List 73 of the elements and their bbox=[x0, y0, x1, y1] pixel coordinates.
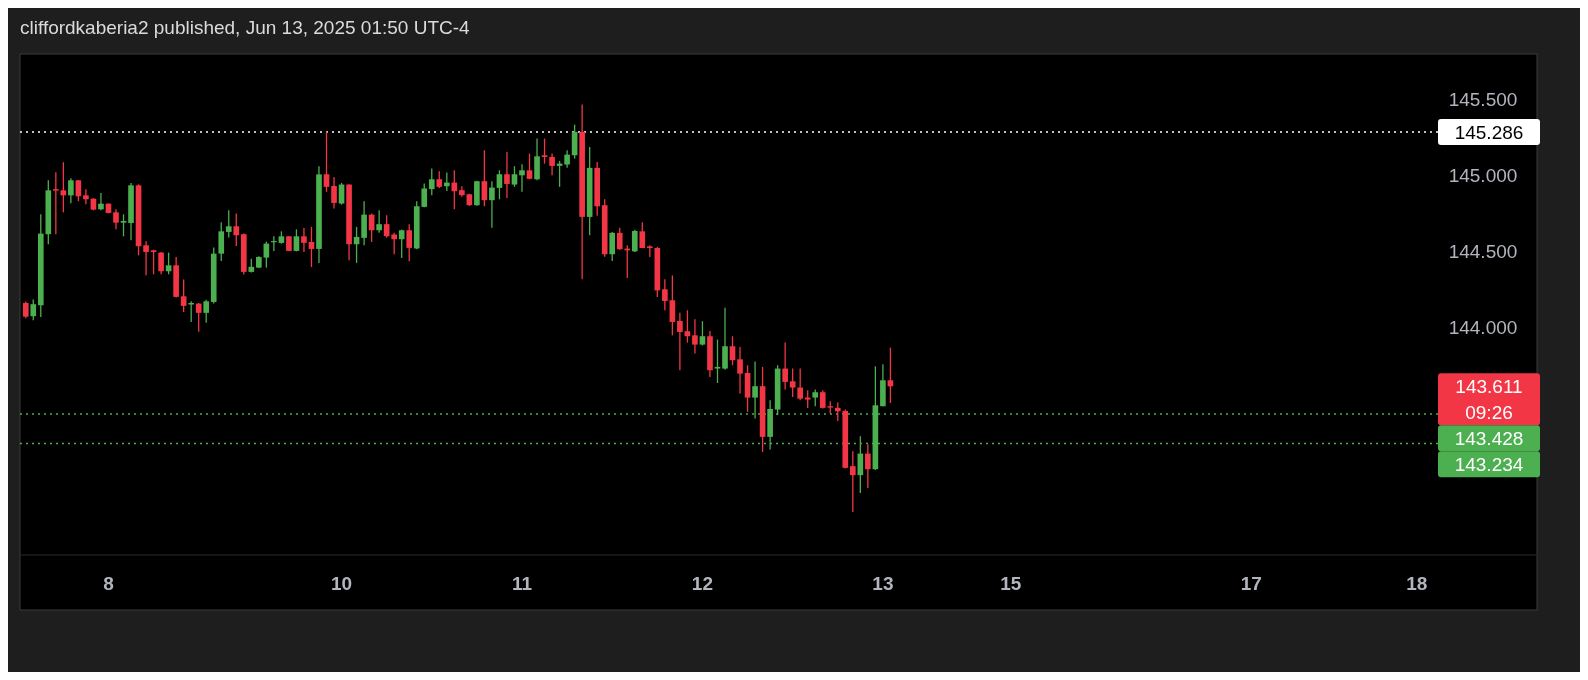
candlestick bbox=[150, 249, 157, 275]
candlestick bbox=[30, 298, 37, 321]
candlestick bbox=[496, 169, 503, 200]
candlestick bbox=[782, 341, 788, 391]
y-tick-label: 144.500 bbox=[1448, 241, 1518, 263]
candlestick bbox=[98, 192, 104, 212]
candlestick bbox=[699, 320, 706, 347]
candlestick bbox=[53, 171, 59, 235]
x-tick-label: 12 bbox=[691, 573, 714, 594]
candlestick bbox=[323, 130, 330, 193]
candlestick bbox=[398, 228, 405, 259]
candlestick bbox=[526, 152, 533, 180]
x-tick-label: 17 bbox=[1240, 573, 1262, 594]
y-tick-label: 145.000 bbox=[1448, 165, 1518, 187]
candlestick bbox=[834, 401, 841, 422]
candlestick bbox=[519, 163, 525, 193]
ref-line-label: 143.234 bbox=[1454, 453, 1524, 475]
candlestick bbox=[188, 300, 194, 323]
candlestick bbox=[714, 338, 721, 384]
candlestick bbox=[737, 346, 743, 395]
candlestick bbox=[677, 312, 683, 371]
candlestick bbox=[233, 212, 240, 247]
x-tick-label: 18 bbox=[1406, 573, 1428, 594]
candlestick bbox=[534, 137, 540, 181]
candlestick bbox=[120, 213, 127, 237]
candlestick bbox=[218, 221, 225, 262]
y-tick-label: 145.500 bbox=[1448, 89, 1518, 111]
x-tick-label: 10 bbox=[330, 573, 353, 594]
candlestick bbox=[331, 176, 337, 210]
candlestick bbox=[308, 226, 315, 268]
candlestick bbox=[489, 180, 495, 229]
y-tick-label: 144.000 bbox=[1448, 316, 1518, 338]
text: 09:26 bbox=[1465, 401, 1513, 423]
candlestick bbox=[789, 367, 796, 398]
candlestick bbox=[722, 307, 728, 371]
candlestick bbox=[165, 251, 172, 275]
ref-line-label: 145.286 bbox=[1454, 121, 1524, 143]
x-tick-label: 8 bbox=[103, 573, 114, 594]
x-tick-label: 11 bbox=[511, 573, 533, 594]
candlestick bbox=[195, 302, 202, 333]
candlestick bbox=[158, 251, 164, 275]
text: 143.611 bbox=[1455, 375, 1523, 397]
x-tick-label: 15 bbox=[1000, 573, 1022, 594]
chart-title: cliffordkaberia2 published, Jun 13, 2025 01:50 UTC-4 bbox=[20, 17, 471, 38]
candlestick bbox=[225, 209, 232, 239]
candlestick bbox=[850, 450, 856, 513]
candlestick bbox=[376, 209, 382, 234]
ref-line-label: 143.428 bbox=[1454, 427, 1524, 449]
candlestick bbox=[203, 298, 210, 324]
x-tick-label: 13 bbox=[872, 573, 894, 594]
candlestick bbox=[669, 274, 676, 336]
candlestick bbox=[631, 229, 638, 253]
candlestick bbox=[662, 278, 668, 311]
candlestick bbox=[504, 151, 510, 199]
candlestick bbox=[474, 180, 480, 207]
candlestick bbox=[865, 443, 871, 489]
candlestick bbox=[68, 177, 74, 204]
candlestick bbox=[541, 137, 548, 165]
candlestick bbox=[511, 165, 518, 188]
candlestick bbox=[616, 227, 623, 251]
candlestick bbox=[609, 231, 616, 262]
candlestick bbox=[83, 188, 89, 205]
candlestick bbox=[797, 367, 804, 401]
candlestick bbox=[406, 223, 413, 262]
candlestick bbox=[639, 221, 646, 249]
candlestick bbox=[692, 318, 698, 355]
candlestick bbox=[180, 278, 187, 313]
candlestick bbox=[113, 208, 119, 230]
candlestick bbox=[549, 152, 555, 176]
candlestick bbox=[301, 227, 307, 253]
candlestick bbox=[143, 240, 149, 276]
candlestick bbox=[428, 167, 435, 196]
candlestick bbox=[361, 200, 367, 246]
